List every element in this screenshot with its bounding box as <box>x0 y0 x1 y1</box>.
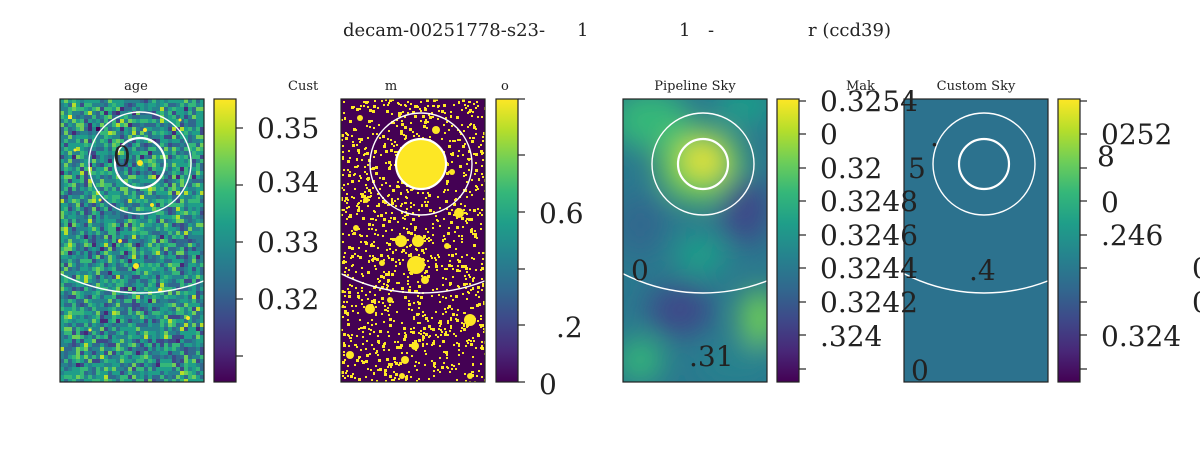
large-radius-arc <box>60 272 204 294</box>
custom-sky-background <box>904 99 1048 382</box>
masked-central-source <box>394 137 448 191</box>
colorbar-tick-label: 0 <box>820 118 838 151</box>
inner-aperture-circle <box>957 137 1011 191</box>
pipeline-sky-field <box>623 99 767 382</box>
colorbar-tick-label: 0.3242 <box>820 286 918 319</box>
panel-title-custom-sky: Custom Sky <box>937 79 1016 94</box>
image-panel: 0 <box>59 98 205 383</box>
colorbar-tick-label: 0.6 <box>539 197 584 230</box>
pipeline-sky-label-b: .31 <box>689 340 734 373</box>
colorbar-tick-label: 0.3244 <box>820 252 918 285</box>
image-overlay <box>60 111 204 294</box>
image-colorbar-ticks <box>236 127 243 357</box>
custom-sky-frame <box>903 98 1049 383</box>
colorbar-title-image: Cust <box>288 79 319 94</box>
colorbar-title-pipeline-sky: Mak <box>846 79 875 94</box>
custom-sky-colorbar: 0252 8 0 .246 0.324 <box>1057 98 1181 383</box>
mask-colorbar-bar <box>495 98 519 383</box>
image-colorbar: 0.35 0.34 0.33 0.32 <box>213 98 319 383</box>
panel-title-image: age <box>124 79 148 94</box>
custom-sky-label-c: .4 <box>969 254 996 287</box>
panel-title-pipeline-sky: Pipeline Sky <box>654 79 736 94</box>
colorbar-tick-label: .246 <box>1101 219 1163 252</box>
pipeline-sky-panel: 0 .31 <box>622 98 768 383</box>
title-part-3: - <box>708 20 714 41</box>
colorbar-tick-label: 0.3254 <box>820 85 918 118</box>
colorbar-tick-label: 0252 <box>1101 118 1172 151</box>
large-radius-arc <box>904 272 1048 294</box>
colorbar-title-mask: o <box>501 79 509 94</box>
colorbar-tick-label: 0.3246 <box>820 219 918 252</box>
large-radius-arc <box>623 272 767 294</box>
inner-aperture-circle <box>113 136 167 190</box>
image-frame <box>59 98 205 383</box>
mask-colorbar: 0.6 .2 0 <box>495 98 584 401</box>
colorbar-tick-label: 0.32 <box>820 152 882 185</box>
figure-title: decam-00251778-s23- 1 1 - r (ccd39) <box>343 20 891 41</box>
custom-sky-label-a: . <box>930 120 939 153</box>
custom-sky-colorbar-ticks <box>1080 100 1087 370</box>
outer-aperture-circle <box>369 112 473 216</box>
colorbar-tick-label: 8 <box>1097 140 1115 173</box>
custom-sky-label-b: 5 <box>908 152 926 185</box>
colorbar-tick-label: 0.35 <box>257 112 319 145</box>
colorbar-tick-label: 0.32 <box>257 283 319 316</box>
pipeline-sky-blobs <box>623 99 767 382</box>
image-overlay-label: 0 <box>113 140 131 173</box>
pipeline-sky-colorbar: 0.3254 0 0.32 0.3248 0.3246 0.3244 0.324… <box>776 85 918 383</box>
title-part-1: 1 <box>577 20 588 41</box>
title-part-2: 1 <box>679 20 690 41</box>
title-part-4: r (ccd39) <box>808 20 891 41</box>
image-noise <box>60 99 204 382</box>
colorbar-tick-label: 0.324 <box>1101 320 1181 353</box>
custom-sky-overlay <box>904 112 1048 294</box>
edge-label-b: 0 <box>1192 286 1200 319</box>
outer-aperture-circle <box>651 112 755 216</box>
pipeline-sky-frame <box>622 98 768 383</box>
edge-label-a: 0 <box>1192 252 1200 285</box>
colorbar-tick-label: 0.34 <box>257 166 319 199</box>
colorbar-tick-label: 0 <box>1101 186 1119 219</box>
colorbar-tick-label: .2 <box>556 311 583 344</box>
colorbar-tick-label: .324 <box>820 320 882 353</box>
image-colorbar-bar <box>213 98 237 383</box>
outer-aperture-circle <box>932 112 1036 216</box>
colorbar-tick-label: 0.3248 <box>820 185 918 218</box>
mask-overlay <box>341 112 485 294</box>
pipeline-sky-colorbar-bar <box>776 98 800 383</box>
panel-title-mask: m <box>385 79 397 94</box>
large-radius-arc <box>341 272 485 294</box>
custom-sky-label-d: 0 <box>911 354 929 387</box>
mask-panel <box>340 98 486 383</box>
colorbar-tick-label: 0 <box>539 368 557 401</box>
mask-frame <box>340 98 486 383</box>
outer-aperture-circle <box>88 111 192 215</box>
pipeline-sky-colorbar-ticks <box>799 100 806 370</box>
title-part-0: decam-00251778-s23- <box>343 20 545 41</box>
custom-sky-panel: . 5 .4 0 <box>903 98 1049 387</box>
pipeline-sky-label-a: 0 <box>631 254 649 287</box>
inner-aperture-circle <box>676 137 730 191</box>
mask-colorbar-ticks <box>518 98 525 383</box>
custom-sky-colorbar-bar <box>1057 98 1081 383</box>
colorbar-tick-label: 0.33 <box>257 226 319 259</box>
